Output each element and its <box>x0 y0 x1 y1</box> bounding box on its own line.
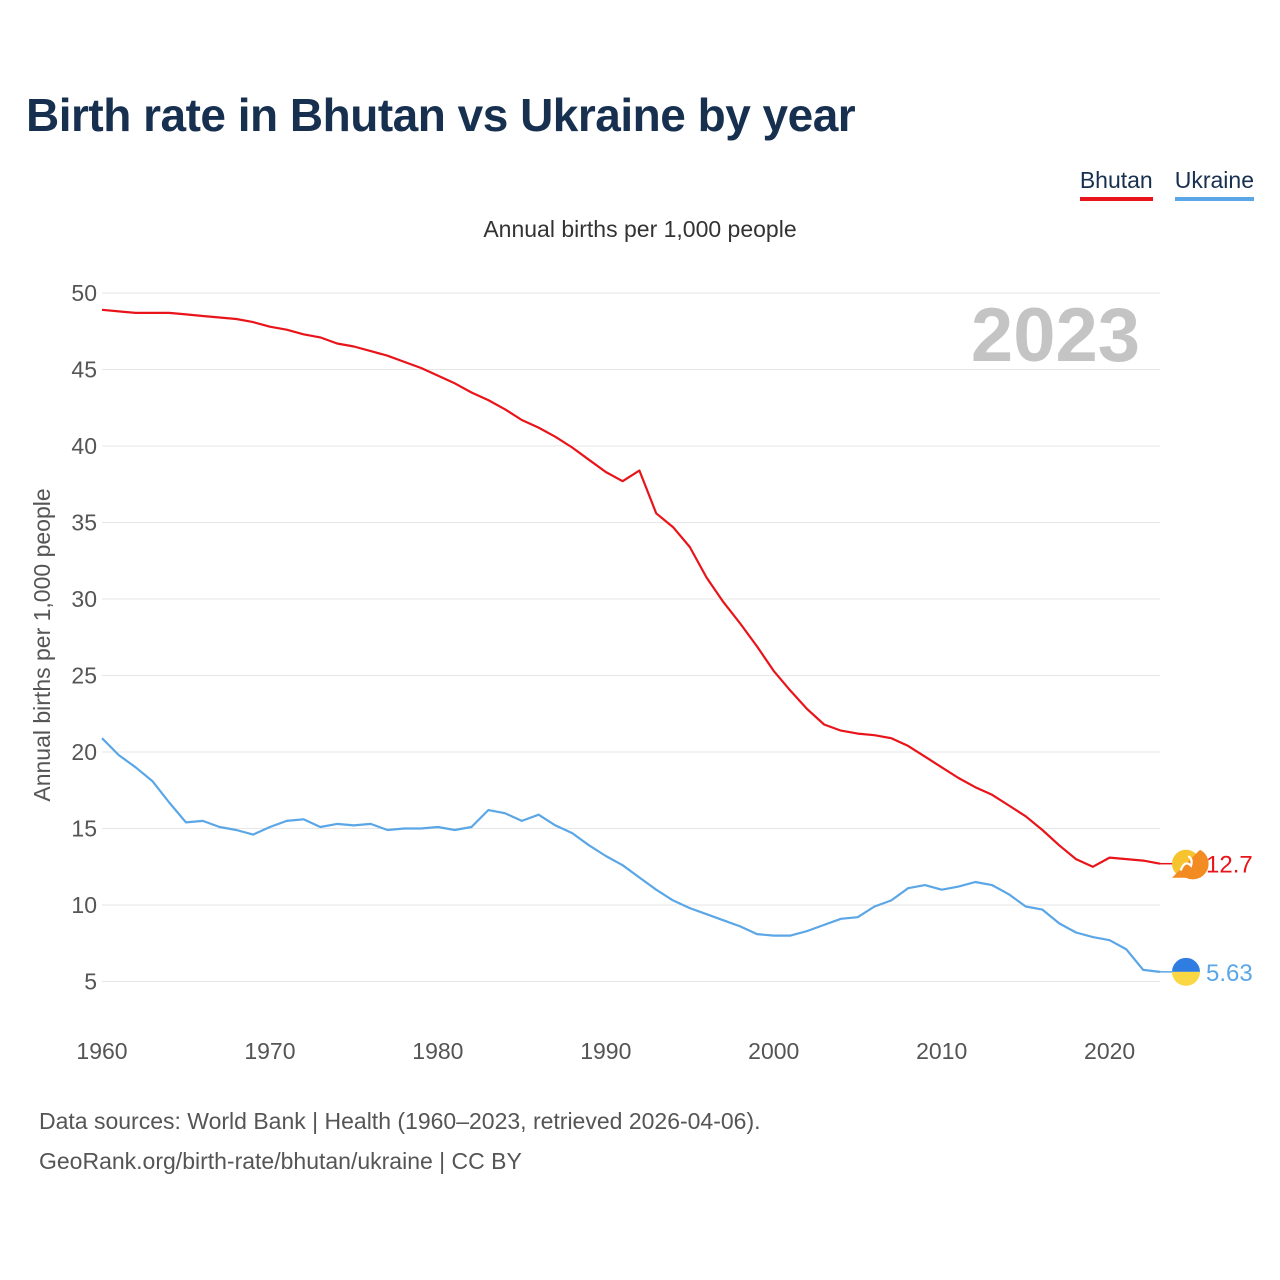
chart-title: Birth rate in Bhutan vs Ukraine by year <box>26 89 856 141</box>
y-tick-label: 30 <box>71 586 97 612</box>
x-tick-label: 1980 <box>412 1038 463 1064</box>
y-tick-label: 10 <box>71 892 97 918</box>
series-line-bhutan[interactable] <box>101 308 1161 868</box>
y-axis-ticks: 5 10 15 20 25 30 35 40 45 50 <box>71 280 97 995</box>
y-tick-label: 35 <box>71 510 97 536</box>
legend: Bhutan Ukraine <box>1079 166 1254 201</box>
x-tick-label: 1960 <box>76 1038 127 1064</box>
x-tick-label: 2020 <box>1084 1038 1135 1064</box>
source-line-2: GeoRank.org/birth-rate/bhutan/ukraine | … <box>39 1148 522 1174</box>
y-tick-label: 40 <box>71 433 97 459</box>
chart-subtitle: Annual births per 1,000 people <box>483 216 797 242</box>
y-tick-label: 15 <box>71 816 97 842</box>
x-axis-ticks: 1960 1970 1980 1990 2000 2010 2020 <box>76 1038 1135 1064</box>
series-line-ukraine[interactable] <box>101 737 1161 973</box>
y-tick-label: 45 <box>71 357 97 383</box>
source-line-1: Data sources: World Bank | Health (1960–… <box>39 1108 761 1134</box>
x-tick-label: 2000 <box>748 1038 799 1064</box>
ukraine-flag-icon <box>1172 957 1200 972</box>
y-tick-label: 5 <box>84 969 97 995</box>
x-tick-label: 1970 <box>244 1038 295 1064</box>
series-lines <box>101 308 1161 973</box>
year-watermark: 2023 <box>971 293 1140 378</box>
y-tick-label: 50 <box>71 280 97 306</box>
y-tick-label: 25 <box>71 663 97 689</box>
legend-item-ukraine[interactable]: Ukraine <box>1174 166 1254 201</box>
bhutan-flag-dragon-icon <box>1179 855 1193 871</box>
end-value-label-bhutan: 12.7 <box>1206 852 1253 879</box>
series-end-markers: 12.7 5.63 <box>1160 849 1253 987</box>
ukraine-flag-icon-lower <box>1172 971 1200 986</box>
legend-item-bhutan[interactable]: Bhutan <box>1079 166 1153 201</box>
y-axis-label: Annual births per 1,000 people <box>29 488 55 801</box>
x-tick-label: 1990 <box>580 1038 631 1064</box>
y-tick-label: 20 <box>71 739 97 765</box>
x-tick-label: 2010 <box>916 1038 967 1064</box>
end-value-label-ukraine: 5.63 <box>1206 960 1253 987</box>
gridlines <box>102 292 1160 982</box>
